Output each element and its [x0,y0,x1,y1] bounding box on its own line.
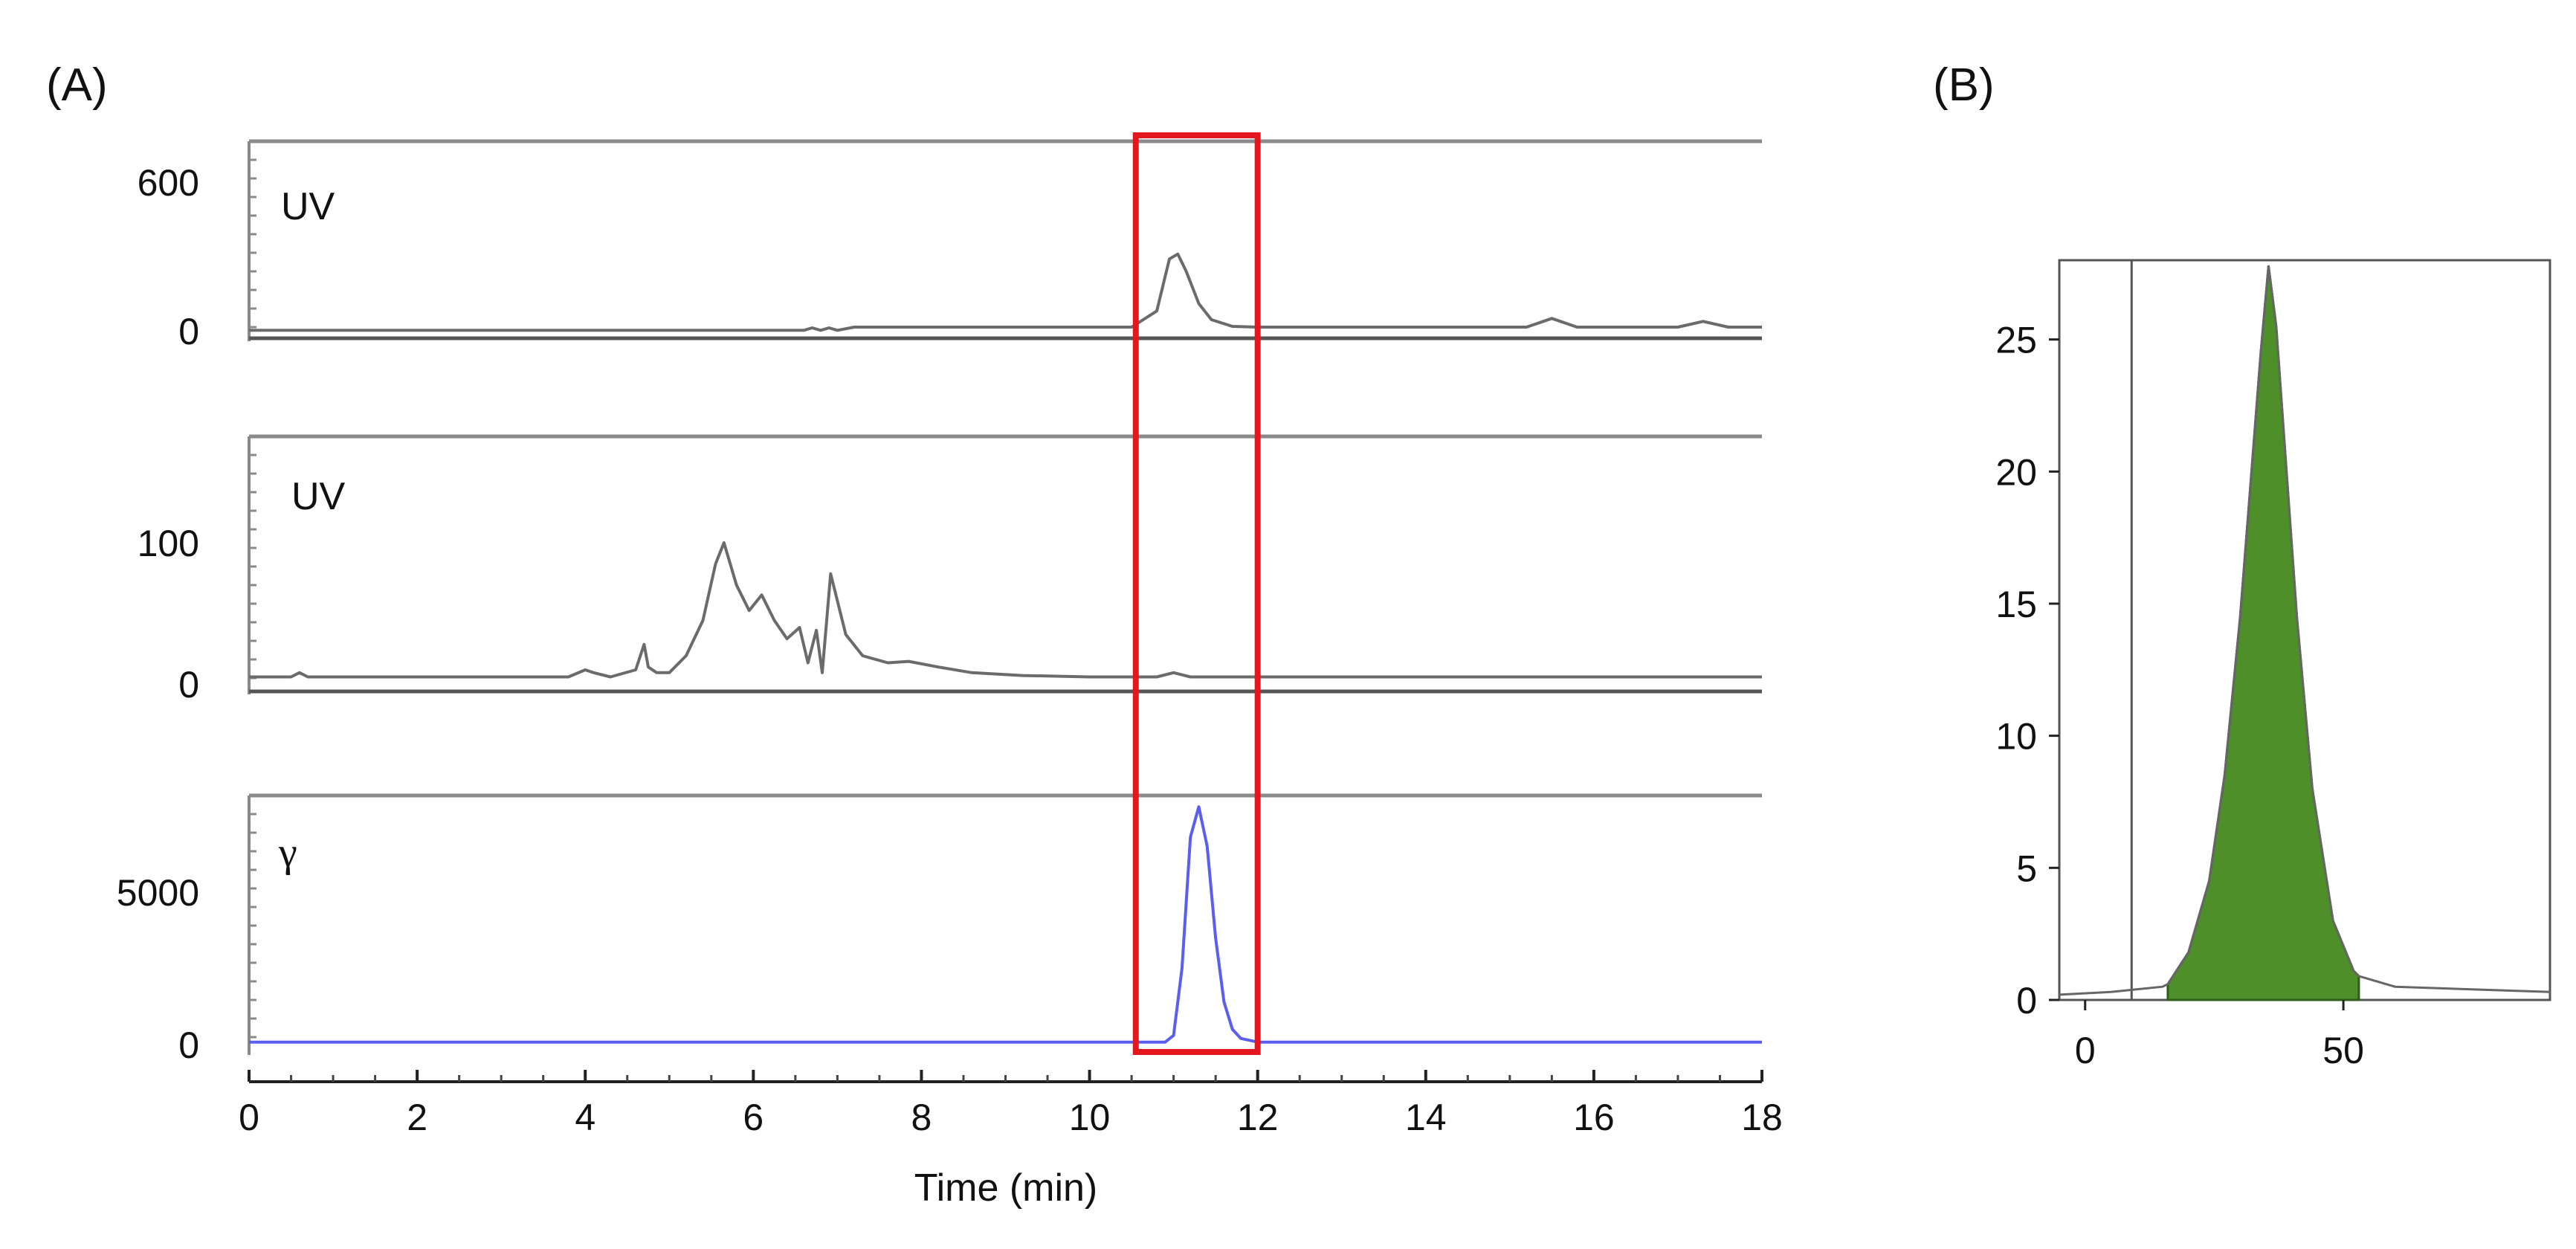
y-tick-label: 20 [1995,451,2037,493]
uv2-trace-label: UV [291,475,346,518]
chromatogram-trace [249,541,1762,679]
x-tick-label: 6 [743,1097,764,1138]
y-tick-label: 600 [138,162,199,204]
y-tick-label: 15 [1995,584,2037,625]
gamma-trace-label: γ [278,830,297,876]
histogram-curve [2059,265,2551,996]
x-tick-label: 12 [1237,1097,1279,1138]
x-tick-label: 2 [407,1097,427,1138]
gamma-chromatogram: γ 0 5000 [117,793,1762,1066]
y-tick-label: 5000 [117,872,199,914]
y-tick-label: 0 [178,1024,199,1066]
highlight-box [1132,132,1261,1055]
peak-histogram: 0 5 10 15 20 25 0 50 [1995,259,2551,1071]
chromatogram-trace [249,252,1762,332]
y-tick-label: 25 [1995,320,2037,361]
x-tick-label: 16 [1573,1097,1615,1138]
y-tick-label: 0 [178,664,199,706]
y-tick-label: 5 [2016,848,2037,889]
y-tick-label: 100 [138,523,199,564]
x-tick-label: 50 [2322,1030,2364,1071]
x-tick-label: 8 [911,1097,932,1138]
x-tick-label: 4 [575,1097,595,1138]
panel-label-b: (B) [1933,59,1995,111]
highlight-region [1132,132,1261,1055]
peak-fill [2166,265,2360,1001]
x-axis-title: Time (min) [914,1166,1098,1210]
x-tick-label: 0 [2075,1030,2096,1071]
uv-chromatogram-1: UV 0 600 [138,139,1762,352]
time-axis: Time (min) 0 2 4 6 8 10 12 14 16 18 [239,1070,1783,1210]
x-tick-label: 10 [1069,1097,1111,1138]
y-tick-label: 10 [1995,716,2037,758]
x-tick-label: 0 [239,1097,259,1138]
chromatogram-trace [249,805,1762,1044]
x-tick-label: 14 [1405,1097,1447,1138]
panel-label-a: (A) [46,59,108,111]
y-tick-label: 0 [178,311,199,352]
uv1-trace-label: UV [281,185,335,228]
y-tick-label: 0 [2016,980,2037,1022]
x-tick-label: 18 [1741,1097,1783,1138]
uv-chromatogram-2: UV 0 100 [138,434,1762,706]
